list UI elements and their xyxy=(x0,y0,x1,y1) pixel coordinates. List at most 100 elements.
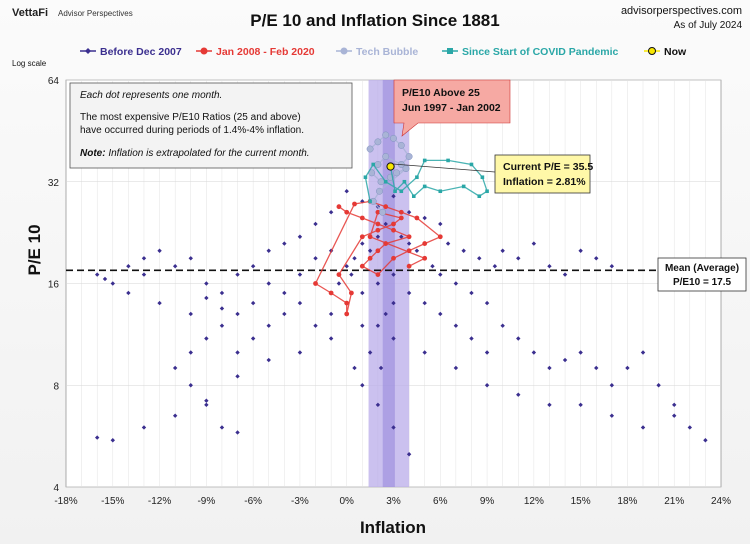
legend-label: Jan 2008 - Feb 2020 xyxy=(216,46,315,58)
current-pe-callout: Current P/E = 35.5 Inflation = 2.81% xyxy=(392,154,593,194)
data-point xyxy=(516,392,521,397)
data-point xyxy=(344,311,350,317)
data-point xyxy=(374,138,382,146)
data-point xyxy=(438,221,443,227)
data-point xyxy=(672,413,677,418)
data-point xyxy=(363,175,368,180)
data-point xyxy=(391,336,396,341)
series-1 xyxy=(313,198,443,317)
data-point xyxy=(562,272,568,277)
data-point xyxy=(411,194,416,199)
legend-marker xyxy=(200,47,208,55)
data-point xyxy=(282,311,287,317)
data-point xyxy=(110,438,115,443)
data-point xyxy=(266,357,271,363)
x-axis-title: Inflation xyxy=(360,518,426,537)
data-point xyxy=(398,209,404,215)
legend-marker xyxy=(447,48,453,54)
data-point xyxy=(360,323,365,328)
note-line-4: Note: Inflation is extrapolated for the … xyxy=(80,148,310,159)
legend-label: Now xyxy=(664,46,687,58)
data-point xyxy=(344,209,350,215)
x-tick-label: -6% xyxy=(244,496,262,507)
data-point xyxy=(235,430,240,435)
data-point xyxy=(485,189,489,194)
data-point xyxy=(141,425,147,430)
x-tick-label: 18% xyxy=(617,496,637,507)
data-point xyxy=(250,336,256,341)
data-point xyxy=(405,153,413,160)
data-point xyxy=(382,131,390,139)
x-tick-label: -12% xyxy=(148,496,171,507)
data-point xyxy=(492,264,498,269)
data-point xyxy=(547,402,552,408)
data-point xyxy=(406,234,412,240)
data-point xyxy=(250,300,256,306)
data-point xyxy=(453,323,459,328)
data-point xyxy=(453,281,459,286)
x-tick-label: 6% xyxy=(433,496,448,507)
current-pe-label: Current P/E = 35.5 xyxy=(503,161,593,173)
y-axis-title: P/E 10 xyxy=(25,224,44,275)
data-point xyxy=(397,141,405,149)
y-tick-label: 16 xyxy=(48,280,60,291)
data-point xyxy=(348,290,354,296)
data-point xyxy=(344,264,349,269)
data-point xyxy=(640,425,646,430)
data-point xyxy=(297,234,303,239)
series-3 xyxy=(363,158,489,204)
data-point xyxy=(383,241,389,246)
data-point xyxy=(402,165,410,173)
data-point xyxy=(500,248,505,253)
data-point xyxy=(578,248,583,253)
data-point xyxy=(344,189,349,194)
data-point xyxy=(415,175,419,180)
data-point xyxy=(250,264,256,269)
legend-item-4: Now xyxy=(644,46,687,58)
x-tick-label: 15% xyxy=(571,496,591,507)
legend-item-2: Tech Bubble xyxy=(336,46,418,58)
data-point xyxy=(188,383,193,388)
notes-box: Each dot represents one month. The most … xyxy=(69,82,353,169)
data-point xyxy=(383,311,388,317)
data-point xyxy=(367,248,373,253)
x-tick-label: 0% xyxy=(339,496,354,507)
data-point xyxy=(94,272,100,277)
data-point xyxy=(375,248,381,254)
data-point xyxy=(359,215,365,221)
data-point xyxy=(391,194,396,199)
data-point xyxy=(578,402,583,408)
data-point xyxy=(547,365,552,371)
data-point xyxy=(282,290,287,296)
data-point xyxy=(371,162,376,167)
data-point xyxy=(393,169,401,177)
data-point xyxy=(687,425,693,430)
data-point xyxy=(446,158,450,163)
bubble-callout-line1: P/E10 Above 25 xyxy=(402,87,480,99)
data-point xyxy=(609,413,615,418)
data-point xyxy=(625,365,630,371)
y-tick-label: 8 xyxy=(53,381,59,392)
data-point xyxy=(282,241,287,246)
data-point xyxy=(437,234,443,240)
series-2 xyxy=(366,131,413,216)
bubble-callout-line2: Jun 1997 - Jan 2002 xyxy=(402,102,501,114)
y-tick-labels: 4 8 16 32 64 xyxy=(48,76,60,494)
data-point xyxy=(313,323,318,328)
legend-item-0: Before Dec 2007 xyxy=(80,46,182,58)
legend: Before Dec 2007 Jan 2008 - Feb 2020 Tech B… xyxy=(80,46,687,58)
data-point xyxy=(422,255,428,261)
data-point xyxy=(406,210,412,215)
data-point xyxy=(406,263,412,269)
data-point xyxy=(477,194,482,199)
data-point xyxy=(204,281,209,286)
data-point xyxy=(477,256,482,261)
data-point xyxy=(359,263,365,269)
legend-label: Tech Bubble xyxy=(356,46,418,58)
data-point xyxy=(609,383,615,388)
data-point xyxy=(391,255,396,261)
mean-callout-line1: Mean (Average) xyxy=(665,263,739,274)
data-point xyxy=(126,290,131,296)
note-line-3: have occurred during periods of 1.4%-4% … xyxy=(80,125,304,136)
